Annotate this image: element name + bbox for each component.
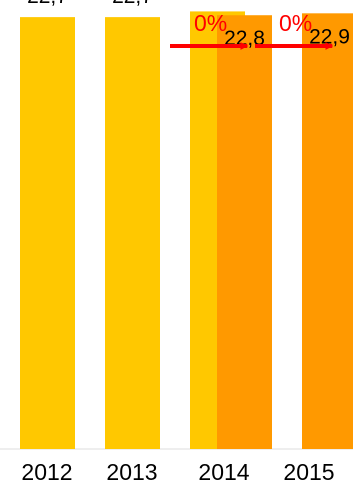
value-label-2015: 22,9 (309, 25, 350, 48)
x-tick-label-2015: 2015 (283, 459, 334, 485)
bar-2013-series-1 (105, 17, 160, 449)
value-label-2012: 22,7 (27, 0, 68, 8)
bar-2015-series-2 (302, 13, 353, 449)
growth-label-2: 0% (279, 10, 312, 36)
bar-2014-series-2 (217, 15, 272, 450)
value-label-2013: 22,7 (112, 0, 153, 8)
x-tick-label-2014: 2014 (198, 459, 249, 485)
bar-2012-series-1 (20, 17, 75, 449)
x-tick-label-2013: 2013 (106, 459, 157, 485)
x-tick-label-2012: 2012 (21, 459, 72, 485)
growth-label-1: 0% (194, 10, 227, 36)
